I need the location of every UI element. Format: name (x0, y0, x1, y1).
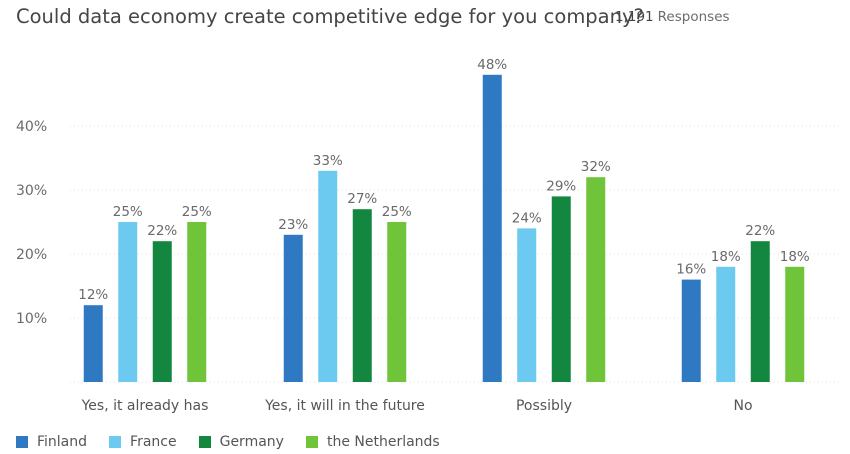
bar-value-label: 25% (113, 204, 143, 220)
bar (517, 228, 537, 382)
bar-value-label: 27% (347, 191, 377, 207)
x-category-label: No (733, 398, 752, 414)
bar-value-label: 48% (477, 57, 507, 73)
bar (187, 222, 207, 382)
legend-label-finland: Finland (37, 434, 88, 450)
responses-number: 1,191 (615, 9, 654, 25)
bar (482, 74, 502, 383)
legend-label-netherlands: the Netherlands (326, 434, 440, 450)
bar (586, 177, 606, 382)
bar (318, 170, 338, 382)
bar-value-label: 16% (676, 262, 706, 278)
bar (750, 241, 770, 382)
legend-swatch-france (109, 436, 122, 448)
x-category-label: Yes, it already has (81, 398, 209, 414)
bar-value-label: 32% (581, 159, 611, 175)
x-category-label: Possibly (516, 398, 572, 414)
responses-count: 1,191 Responses (615, 9, 730, 25)
legend-label-germany: Germany (219, 434, 284, 450)
bar-value-label: 33% (313, 153, 343, 169)
legend-item-netherlands[interactable]: the Netherlands (305, 434, 440, 450)
y-tick-label: 10% (16, 311, 47, 327)
legend: Finland France Germany the Netherlands (16, 432, 462, 452)
bar (352, 209, 372, 382)
bar-value-label: 23% (278, 217, 308, 233)
bar (716, 266, 736, 382)
bar-value-label: 29% (546, 178, 576, 194)
bar (387, 222, 407, 382)
legend-item-germany[interactable]: Germany (198, 434, 284, 450)
bar (551, 196, 571, 382)
chart-title: Could data economy create competitive ed… (16, 5, 644, 28)
bar-value-label: 24% (512, 210, 542, 226)
bar (152, 241, 172, 382)
legend-swatch-finland (16, 436, 28, 448)
bar-value-label: 22% (147, 223, 177, 239)
bar (785, 266, 805, 382)
legend-item-france[interactable]: France (109, 434, 177, 450)
x-category-label: Yes, it will in the future (264, 398, 425, 414)
bar-value-label: 12% (78, 287, 108, 303)
bar-value-label: 25% (382, 204, 412, 220)
bar-value-label: 18% (711, 249, 741, 265)
bar (681, 279, 701, 382)
legend-swatch-germany (198, 436, 211, 448)
bar-value-label: 18% (780, 249, 810, 265)
bar (118, 222, 138, 382)
y-tick-label: 20% (16, 247, 47, 263)
legend-item-finland[interactable]: Finland (16, 434, 87, 450)
legend-swatch-netherlands (305, 436, 318, 448)
y-tick-label: 30% (16, 183, 47, 199)
bar-value-label: 22% (745, 223, 775, 239)
y-tick-label: 40% (16, 119, 47, 135)
legend-label-france: France (130, 434, 177, 450)
bar (283, 234, 303, 382)
bar (83, 305, 103, 382)
bar-value-label: 25% (182, 204, 212, 220)
responses-label: Responses (657, 9, 730, 25)
